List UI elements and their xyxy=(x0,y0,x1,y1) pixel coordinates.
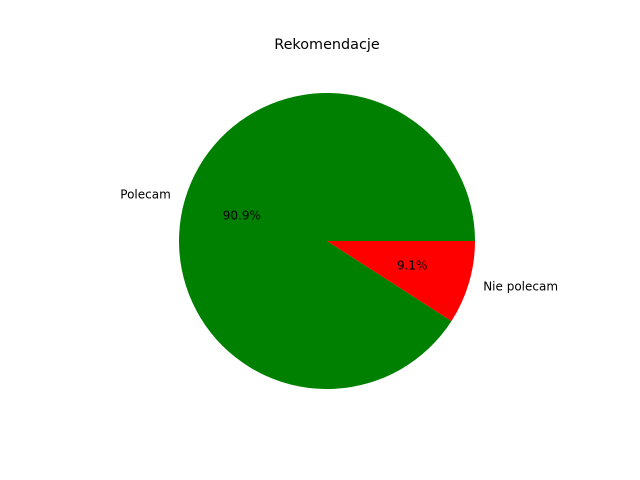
chart-title: Rekomendacje xyxy=(274,37,380,53)
slice-percent-nie-polecam: 9.1% xyxy=(397,259,428,273)
pie-slice-polecam xyxy=(179,92,476,389)
slice-label-polecam: Polecam xyxy=(120,188,171,202)
slice-percent-polecam: 90.9% xyxy=(223,208,261,222)
slice-label-nie-polecam: Nie polecam xyxy=(483,279,558,293)
pie-labels: Polecam 90.9% Nie polecam 9.1% xyxy=(120,188,558,294)
pie-slice-nie-polecam xyxy=(327,241,475,322)
pie-slices xyxy=(179,92,476,389)
